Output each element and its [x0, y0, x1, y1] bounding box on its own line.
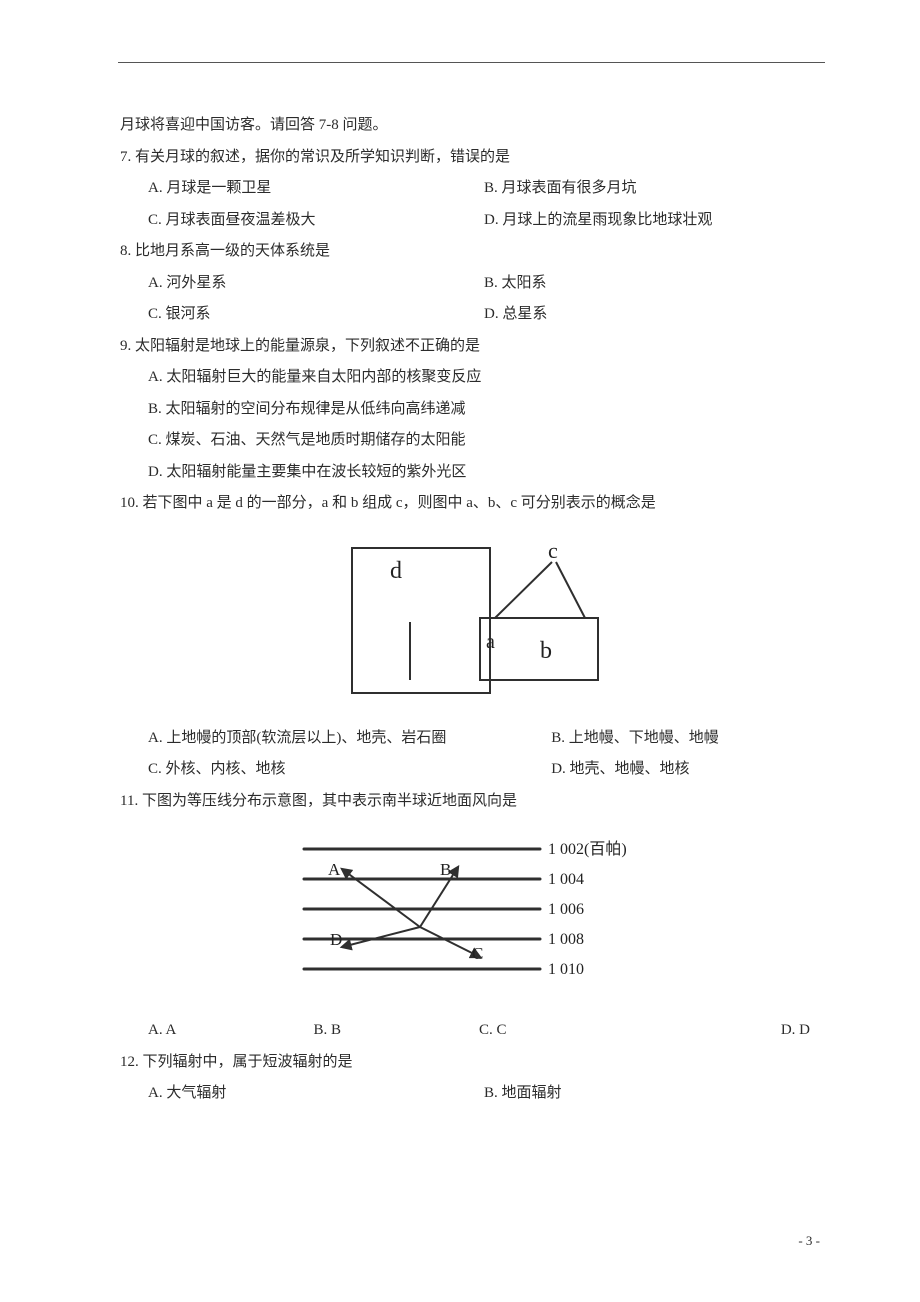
- svg-text:D: D: [330, 930, 342, 949]
- q11-opt-b: B. B: [314, 1015, 480, 1047]
- q10-figure-wrap: d a b c: [120, 530, 820, 715]
- q10-opt-b: B. 上地幔、下地幔、地幔: [551, 723, 820, 755]
- svg-text:a: a: [486, 631, 495, 653]
- q8-options: A. 河外星系 B. 太阳系 C. 银河系 D. 总星系: [120, 268, 820, 331]
- q8-opt-d: D. 总星系: [484, 299, 820, 331]
- q7-opt-b: B. 月球表面有很多月坑: [484, 173, 820, 205]
- q11-diagram: 1 002(百帕) 1 004 1 006 1 008 1 010 A B C D: [280, 827, 660, 1007]
- svg-text:b: b: [540, 638, 552, 664]
- q8-opt-b: B. 太阳系: [484, 268, 820, 300]
- q9-opt-a: A. 太阳辐射巨大的能量来自太阳内部的核聚变反应: [148, 362, 820, 394]
- q9-opt-b: B. 太阳辐射的空间分布规律是从低纬向高纬递减: [148, 394, 820, 426]
- q12-opt-a: A. 大气辐射: [148, 1078, 484, 1110]
- svg-text:1 006: 1 006: [548, 901, 584, 918]
- q9-options: A. 太阳辐射巨大的能量来自太阳内部的核聚变反应 B. 太阳辐射的空间分布规律是…: [120, 362, 820, 488]
- content: 月球将喜迎中国访客。请回答 7-8 问题。 7. 有关月球的叙述，据你的常识及所…: [120, 110, 820, 1110]
- q10-opt-d: D. 地壳、地幔、地核: [551, 754, 820, 786]
- q11-options: A. A B. B C. C D. D: [120, 1015, 820, 1047]
- q10-diagram: d a b c: [330, 530, 610, 715]
- q10-opt-c: C. 外核、内核、地核: [148, 754, 551, 786]
- svg-text:c: c: [548, 538, 558, 563]
- svg-text:C: C: [472, 944, 483, 963]
- q8-stem: 8. 比地月系高一级的天体系统是: [120, 236, 820, 268]
- q12-stem: 12. 下列辐射中，属于短波辐射的是: [120, 1047, 820, 1079]
- q12-opt-b: B. 地面辐射: [484, 1078, 820, 1110]
- q11-opt-c: C. C: [479, 1015, 645, 1047]
- q7-opt-d: D. 月球上的流星雨现象比地球壮观: [484, 205, 820, 237]
- q7-opt-c: C. 月球表面昼夜温差极大: [148, 205, 484, 237]
- q11-opt-d: D. D: [645, 1015, 821, 1047]
- q9-opt-d: D. 太阳辐射能量主要集中在波长较短的紫外光区: [148, 457, 820, 489]
- svg-text:1 002(百帕): 1 002(百帕): [548, 840, 627, 858]
- exam-page: 月球将喜迎中国访客。请回答 7-8 问题。 7. 有关月球的叙述，据你的常识及所…: [0, 0, 920, 1302]
- intro-text: 月球将喜迎中国访客。请回答 7-8 问题。: [120, 110, 820, 142]
- q8-opt-c: C. 银河系: [148, 299, 484, 331]
- q11-opt-a: A. A: [148, 1015, 314, 1047]
- q9-opt-c: C. 煤炭、石油、天然气是地质时期储存的太阳能: [148, 425, 820, 457]
- q7-options: A. 月球是一颗卫星 B. 月球表面有很多月坑 C. 月球表面昼夜温差极大 D.…: [120, 173, 820, 236]
- svg-text:B: B: [440, 860, 451, 879]
- q10-options: A. 上地幔的顶部(软流层以上)、地壳、岩石圈 B. 上地幔、下地幔、地幔 C.…: [120, 723, 820, 786]
- q9-stem: 9. 太阳辐射是地球上的能量源泉，下列叙述不正确的是: [120, 331, 820, 363]
- q11-stem: 11. 下图为等压线分布示意图，其中表示南半球近地面风向是: [120, 786, 820, 818]
- q10-opt-a: A. 上地幔的顶部(软流层以上)、地壳、岩石圈: [148, 723, 551, 755]
- top-rule: [118, 62, 825, 63]
- svg-text:1 008: 1 008: [548, 931, 584, 948]
- svg-text:d: d: [390, 558, 402, 584]
- page-number: - 3 -: [798, 1227, 820, 1254]
- q11-figure-wrap: 1 002(百帕) 1 004 1 006 1 008 1 010 A B C D: [120, 827, 820, 1007]
- svg-text:A: A: [328, 860, 341, 879]
- svg-text:1 004: 1 004: [548, 871, 584, 888]
- q10-stem: 10. 若下图中 a 是 d 的一部分，a 和 b 组成 c，则图中 a、b、c…: [120, 488, 820, 520]
- q8-opt-a: A. 河外星系: [148, 268, 484, 300]
- q12-options: A. 大气辐射 B. 地面辐射: [120, 1078, 820, 1110]
- svg-text:1 010: 1 010: [548, 961, 584, 978]
- q7-stem: 7. 有关月球的叙述，据你的常识及所学知识判断，错误的是: [120, 142, 820, 174]
- q7-opt-a: A. 月球是一颗卫星: [148, 173, 484, 205]
